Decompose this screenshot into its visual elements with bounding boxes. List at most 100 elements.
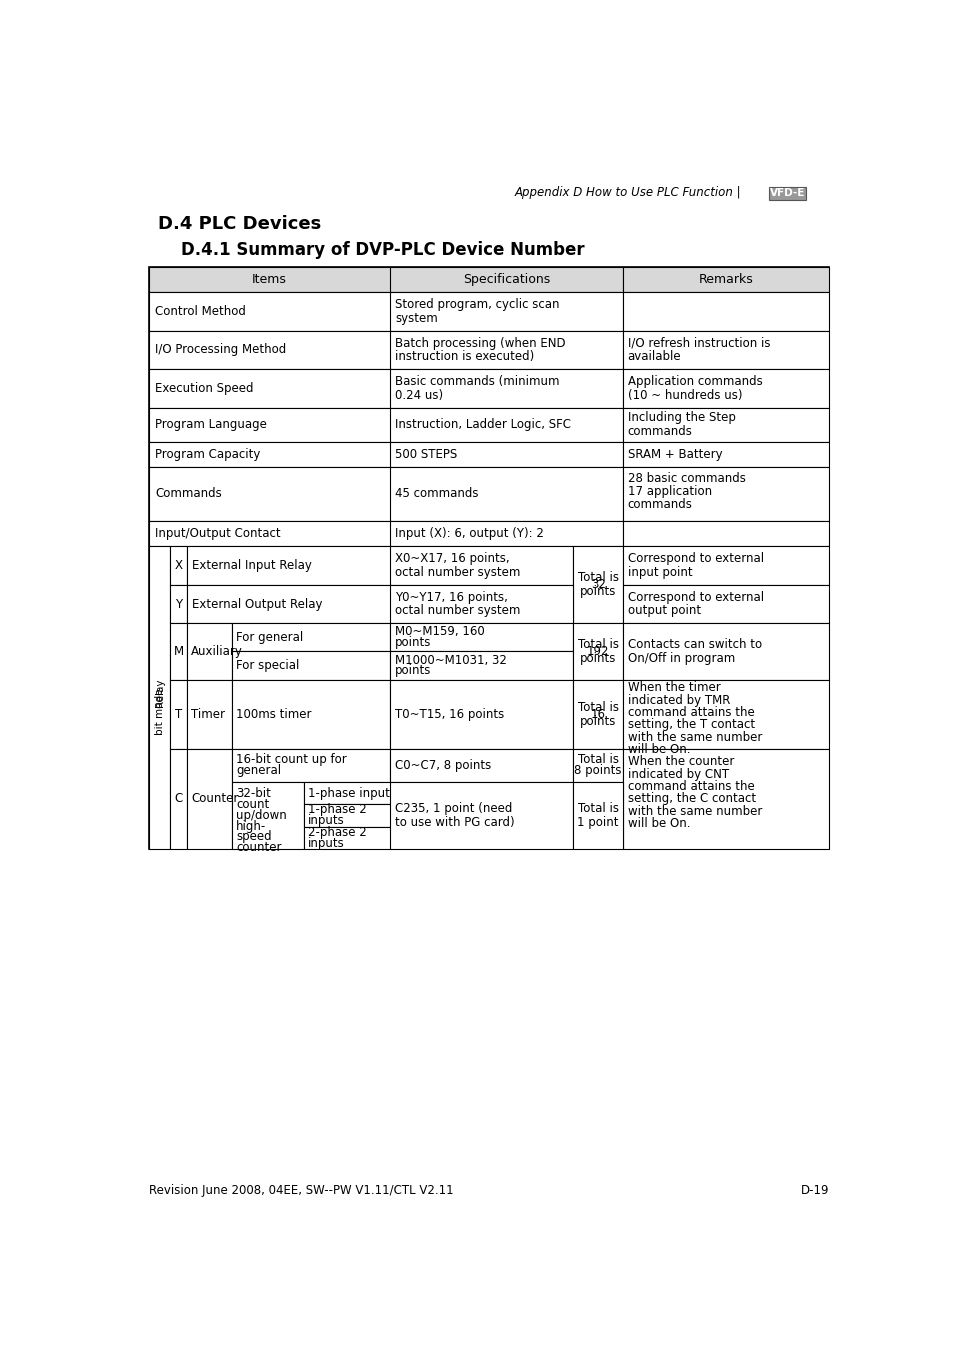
Text: Commands: Commands xyxy=(154,487,221,501)
Text: T0~T15, 16 points: T0~T15, 16 points xyxy=(395,707,504,721)
Text: Y0~Y17, 16 points,: Y0~Y17, 16 points, xyxy=(395,590,508,604)
Bar xyxy=(149,407,390,441)
Bar xyxy=(390,441,622,467)
Text: inputs: inputs xyxy=(307,837,344,849)
Text: When the counter: When the counter xyxy=(627,756,733,768)
Bar xyxy=(232,749,390,782)
Bar xyxy=(149,267,828,849)
Bar xyxy=(390,782,573,849)
Text: setting, the C contact: setting, the C contact xyxy=(627,792,755,805)
Bar xyxy=(149,441,390,467)
Text: points: points xyxy=(579,585,616,598)
Text: Appendix D How to Use PLC Function |: Appendix D How to Use PLC Function | xyxy=(514,186,740,199)
Text: with the same number: with the same number xyxy=(627,805,761,818)
Bar xyxy=(303,805,390,826)
Text: (10 ~ hundreds us): (10 ~ hundreds us) xyxy=(627,389,741,402)
Text: Correspond to external: Correspond to external xyxy=(627,590,763,604)
Text: indicated by CNT: indicated by CNT xyxy=(627,768,728,780)
Text: Total is: Total is xyxy=(578,700,618,714)
Bar xyxy=(149,521,390,547)
Text: points: points xyxy=(579,715,616,727)
Text: inputs: inputs xyxy=(307,814,344,828)
Text: External Output Relay: External Output Relay xyxy=(192,597,322,611)
Text: available: available xyxy=(627,350,680,364)
Bar xyxy=(149,467,390,521)
Text: I/O Processing Method: I/O Processing Method xyxy=(154,343,286,357)
Text: count: count xyxy=(236,798,270,811)
Text: will be On.: will be On. xyxy=(627,744,689,756)
Bar xyxy=(390,651,573,680)
Text: I/O refresh instruction is: I/O refresh instruction is xyxy=(627,337,769,350)
Text: 45 commands: 45 commands xyxy=(395,487,478,501)
Bar xyxy=(303,782,390,805)
Text: command attains the: command attains the xyxy=(627,706,754,719)
Text: Counter: Counter xyxy=(192,792,238,805)
Text: up/down: up/down xyxy=(236,809,287,822)
Bar xyxy=(187,680,232,749)
Text: Total is: Total is xyxy=(578,571,618,585)
Bar xyxy=(622,267,828,292)
Text: Execution Speed: Execution Speed xyxy=(154,381,253,395)
Bar xyxy=(622,547,828,585)
Text: Correspond to external: Correspond to external xyxy=(627,552,763,565)
Bar xyxy=(622,749,828,849)
Text: C: C xyxy=(174,792,183,805)
Text: bit mode: bit mode xyxy=(154,688,164,734)
Text: 32-bit: 32-bit xyxy=(236,787,271,801)
Bar xyxy=(171,547,187,585)
Text: M0~M159, 160: M0~M159, 160 xyxy=(395,626,484,638)
Text: D.4 PLC Devices: D.4 PLC Devices xyxy=(158,214,321,232)
Bar xyxy=(390,680,573,749)
Text: 17 application: 17 application xyxy=(627,486,711,498)
Text: For general: For general xyxy=(236,631,303,643)
Text: X: X xyxy=(174,559,183,573)
Bar xyxy=(573,623,622,680)
Text: Auxiliary: Auxiliary xyxy=(192,645,243,658)
Text: commands: commands xyxy=(627,425,692,438)
Text: octal number system: octal number system xyxy=(395,566,520,579)
Text: Timer: Timer xyxy=(192,707,225,721)
Bar xyxy=(232,782,303,849)
Bar xyxy=(622,369,828,407)
Text: counter: counter xyxy=(236,841,281,854)
Text: will be On.: will be On. xyxy=(627,817,689,830)
Bar xyxy=(171,749,187,849)
Text: Stored program, cyclic scan: Stored program, cyclic scan xyxy=(395,299,559,311)
Text: SRAM + Battery: SRAM + Battery xyxy=(627,448,721,461)
Bar xyxy=(622,441,828,467)
Text: M1000~M1031, 32: M1000~M1031, 32 xyxy=(395,654,506,666)
Bar xyxy=(232,623,390,651)
Bar xyxy=(390,547,573,585)
Text: X0~X17, 16 points,: X0~X17, 16 points, xyxy=(395,552,509,565)
Bar xyxy=(622,292,828,331)
Text: indicated by TMR: indicated by TMR xyxy=(627,693,729,707)
Text: Including the Step: Including the Step xyxy=(627,411,735,425)
Text: 1-phase input: 1-phase input xyxy=(307,787,389,799)
Bar xyxy=(390,331,622,369)
Text: Batch processing (when END: Batch processing (when END xyxy=(395,337,565,350)
Text: When the timer: When the timer xyxy=(627,681,720,695)
Text: 500 STEPS: 500 STEPS xyxy=(395,448,456,461)
Bar xyxy=(232,680,390,749)
Bar xyxy=(171,585,187,623)
Text: Items: Items xyxy=(252,273,287,286)
Text: 192: 192 xyxy=(586,645,609,658)
Text: 0.24 us): 0.24 us) xyxy=(395,389,443,402)
Text: On/Off in program: On/Off in program xyxy=(627,651,734,665)
Text: system: system xyxy=(395,312,437,324)
Text: Program Language: Program Language xyxy=(154,418,267,432)
Bar xyxy=(187,749,232,849)
Bar xyxy=(187,547,390,585)
Text: Revision June 2008, 04EE, SW--PW V1.11/CTL V2.11: Revision June 2008, 04EE, SW--PW V1.11/C… xyxy=(149,1185,453,1197)
Text: points: points xyxy=(395,665,431,677)
Text: setting, the T contact: setting, the T contact xyxy=(627,718,754,731)
Text: 8 points: 8 points xyxy=(574,764,621,778)
Text: with the same number: with the same number xyxy=(627,731,761,744)
Text: D-19: D-19 xyxy=(800,1185,828,1197)
Bar xyxy=(149,267,390,292)
Text: 1-phase 2: 1-phase 2 xyxy=(307,803,366,817)
Bar xyxy=(390,585,573,623)
Bar xyxy=(573,749,622,782)
Text: 1 point: 1 point xyxy=(577,816,618,829)
Bar xyxy=(149,369,390,407)
